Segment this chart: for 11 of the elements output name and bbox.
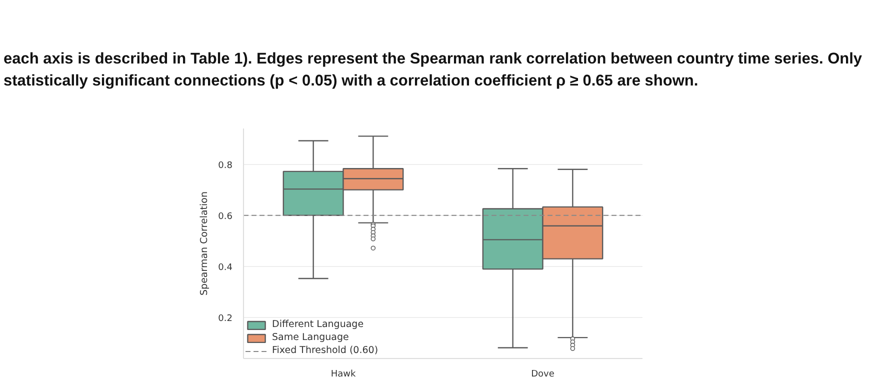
x-tick-label: Dove (531, 370, 555, 380)
y-tick-label: 0.8 (218, 160, 233, 171)
legend-label: Different Language (272, 319, 364, 330)
y-axis-title: Spearman Correlation (199, 192, 210, 296)
chart-title: each axis is described in Table 1). Edges represent the Spearman rank correlation between country time series. Only statistically significant connections (p < 0.05) with a correlation coefficient ρ ≥ 0.65 are shown. (4, 50, 862, 90)
legend-label: Fixed Threshold (0.60) (272, 345, 378, 356)
x-tick-label: Hawk (330, 370, 356, 380)
legend-label: Same Language (272, 332, 349, 343)
y-tick-label: 0.2 (218, 314, 233, 324)
y-tick-label: 0.6 (218, 212, 233, 222)
y-tick-label: 0.4 (218, 263, 233, 273)
